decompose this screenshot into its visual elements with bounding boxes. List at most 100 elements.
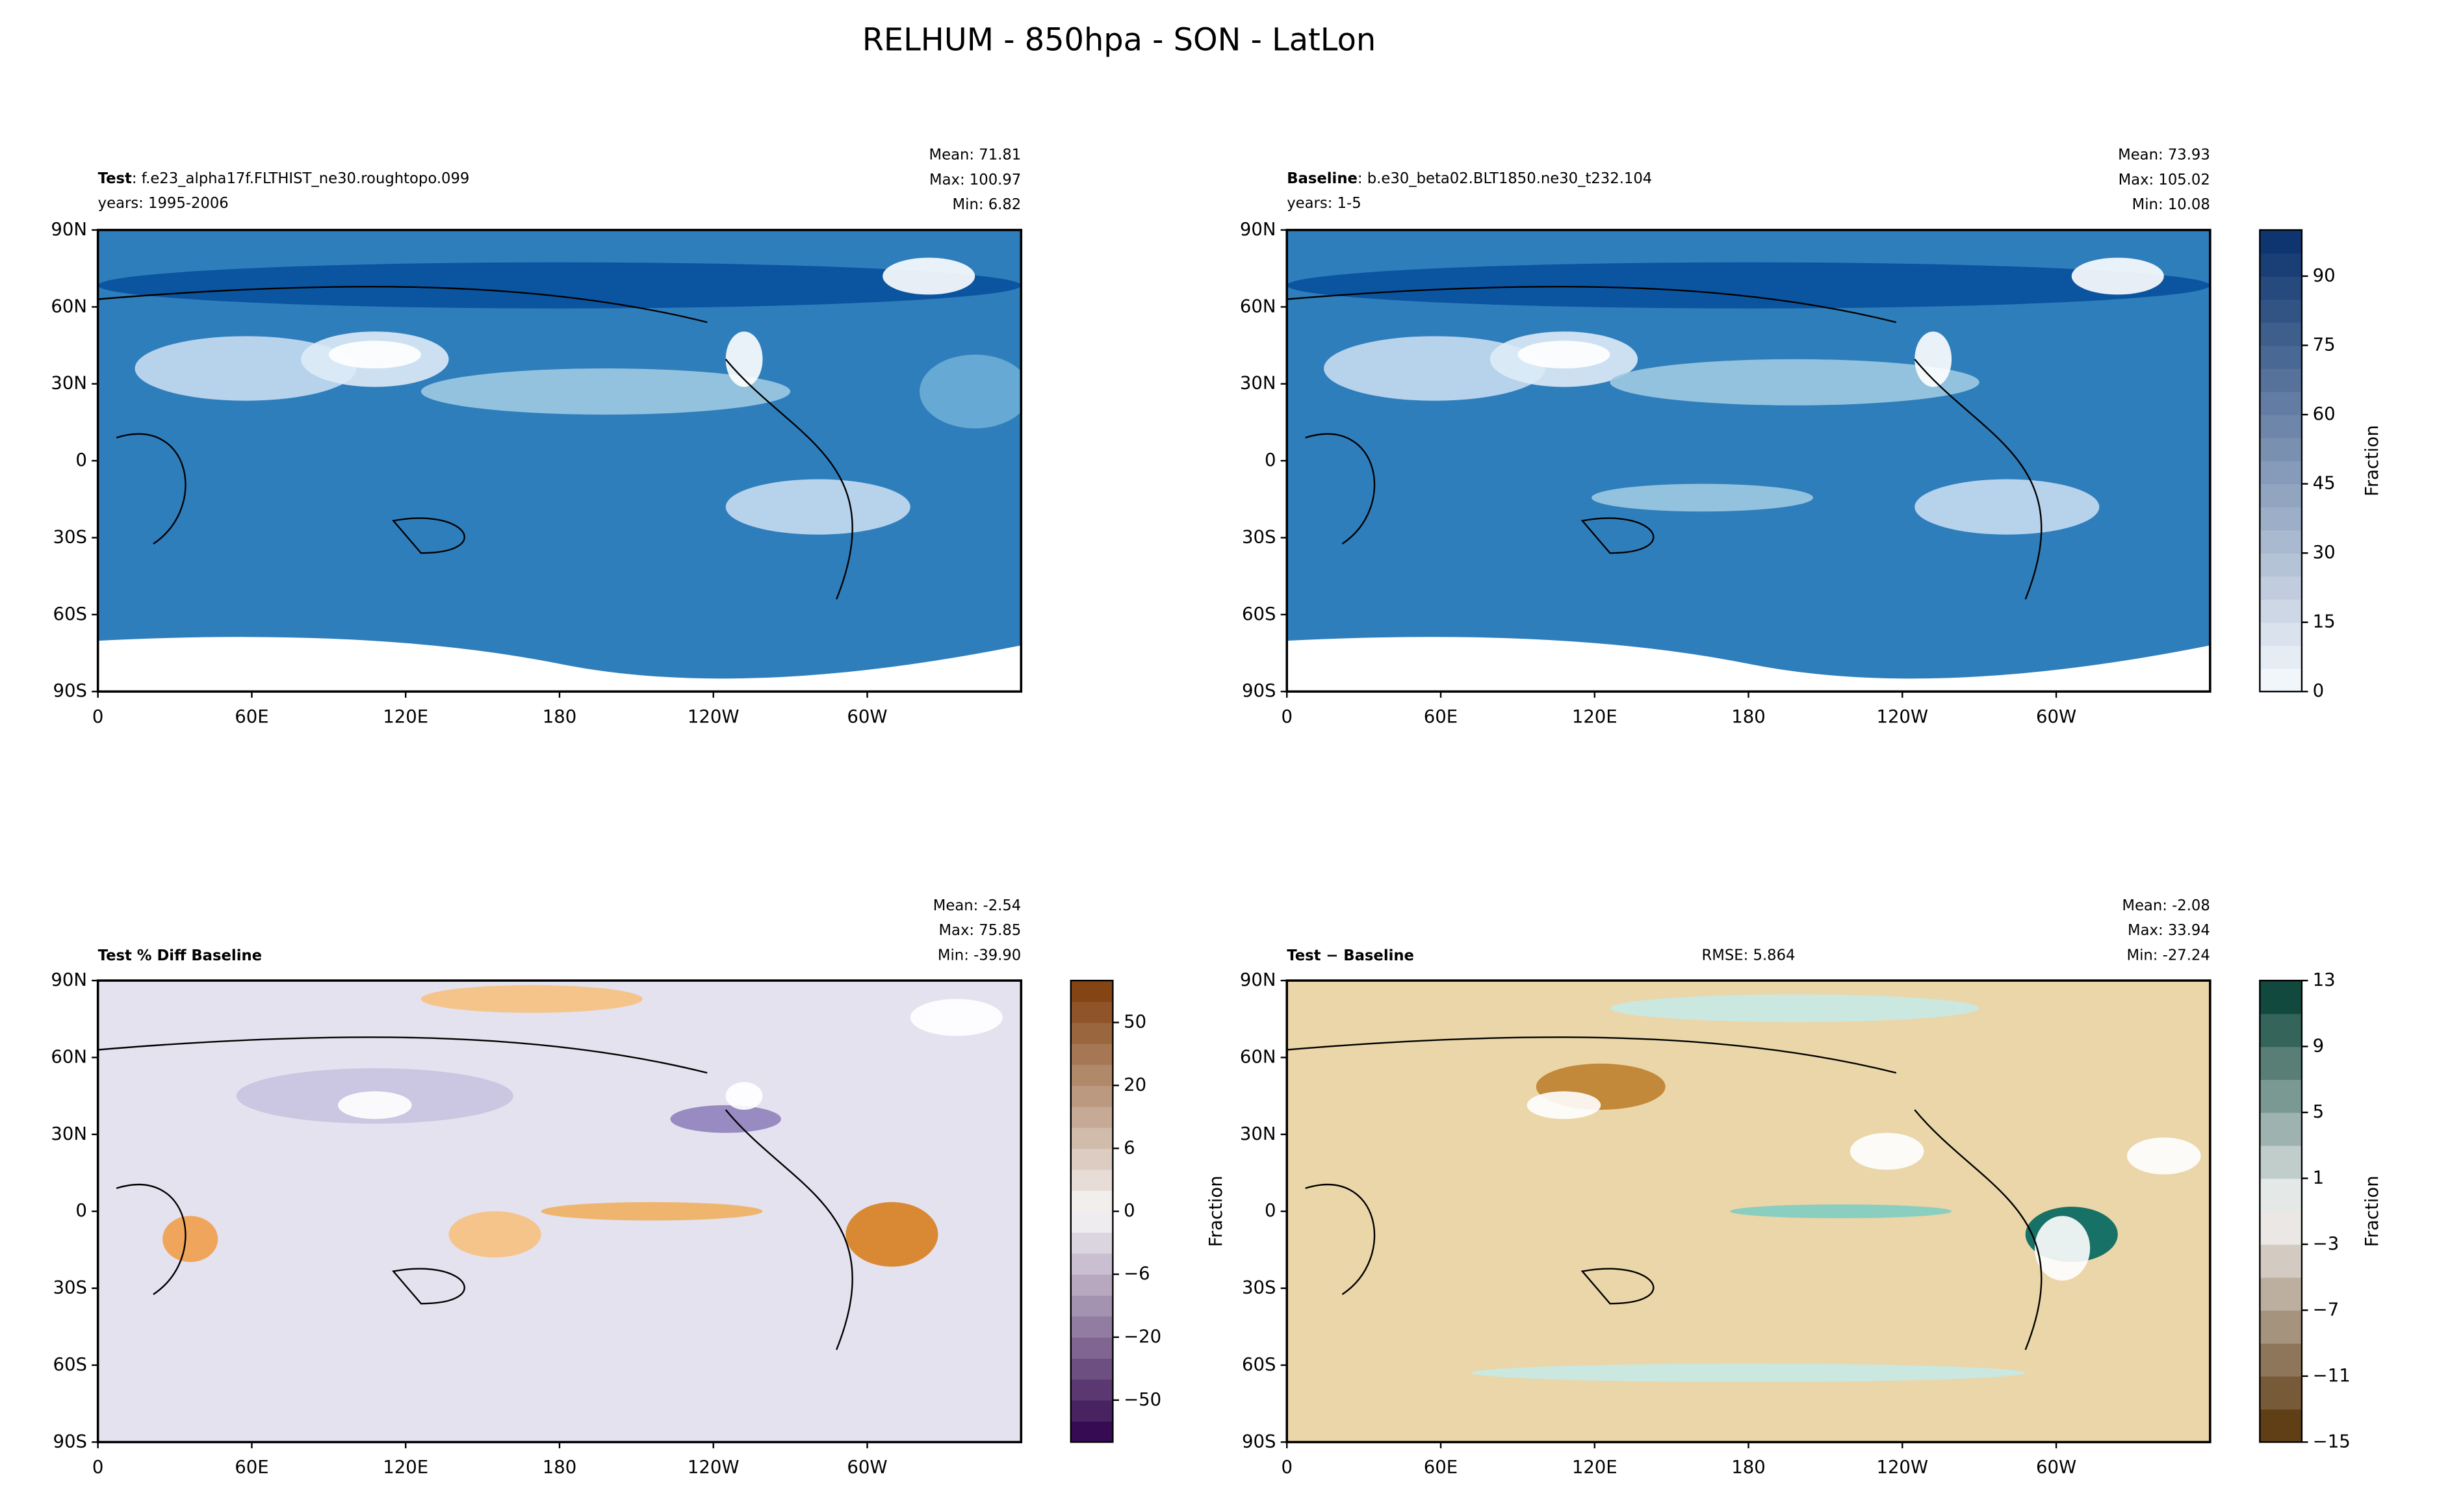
x-tick-label: 180 — [543, 706, 577, 727]
coastline — [1287, 1036, 2043, 1350]
field-region — [1610, 994, 1979, 1023]
panel-stat: Min: -27.24 — [2126, 947, 2210, 964]
panel-title-name: : f.e23_alpha17f.FLTHIST_ne30.roughtopo.… — [132, 170, 469, 187]
colorbar-band — [1070, 1232, 1113, 1254]
y-tick-label: 0 — [1265, 450, 1276, 470]
colorbar-band — [2260, 391, 2302, 415]
colorbar-band — [2260, 483, 2302, 507]
colorbar-band — [2260, 461, 2302, 485]
colorbar-band — [2260, 322, 2302, 346]
colorbar-band — [2260, 1277, 2302, 1311]
colorbar-label: Fraction — [2362, 1175, 2382, 1247]
coastline — [1287, 285, 2043, 600]
colorbar-band — [1070, 1148, 1113, 1170]
x-tick-label: 120W — [688, 1457, 740, 1478]
panel-title-bold: Test − Baseline — [1287, 947, 1414, 964]
x-tick-label: 180 — [543, 1457, 577, 1478]
colorbar-band — [2260, 1343, 2302, 1377]
x-tick-label: 60W — [2036, 1457, 2076, 1478]
panel-stat: Min: 6.82 — [953, 196, 1022, 213]
colorbar-band — [1070, 1400, 1113, 1422]
colorbar-band — [2260, 229, 2302, 254]
colorbar-band — [2260, 507, 2302, 531]
x-tick-label: 60E — [235, 706, 268, 727]
colorbar-tick-label: 0 — [2313, 680, 2325, 701]
field-region — [1592, 483, 1813, 512]
colorbar-band — [1070, 1169, 1113, 1191]
colorbar-band — [1070, 1421, 1113, 1443]
colorbar-band — [2260, 980, 2302, 1014]
colorbar-band — [2260, 1244, 2302, 1278]
field-region — [1730, 1204, 1952, 1218]
colorbar-band — [2260, 253, 2302, 277]
colorbar-tick-label: 90 — [2313, 265, 2336, 286]
map-panel: 0 60E 120E 180 120W 60W 90S 60S 30S 0 30N 60N 90N Tes… — [51, 147, 1023, 727]
panel-title: Test − Baseline — [1287, 947, 1414, 964]
colorbar-band — [1070, 1295, 1113, 1317]
x-tick-label: 0 — [1281, 1457, 1293, 1478]
field-region — [2071, 257, 2164, 295]
y-tick-label: 30N — [51, 1123, 87, 1144]
colorbar-band — [1070, 980, 1113, 1003]
panel-title-bold: Baseline — [1287, 170, 1358, 187]
panel-title: Test % Diff Baseline — [98, 947, 262, 964]
colorbar-band — [1070, 1085, 1113, 1107]
field-region — [420, 368, 791, 415]
y-tick-label: 60N — [51, 1046, 87, 1067]
y-tick-label: 30N — [1240, 373, 1276, 394]
colorbar-tick-label: −6 — [1124, 1263, 1150, 1284]
colorbar-band — [1070, 1211, 1113, 1233]
colorbar-band — [1070, 1127, 1113, 1149]
field-region — [910, 999, 1003, 1036]
y-tick-label: 90S — [1242, 1431, 1276, 1452]
colorbar-tick-label: 45 — [2313, 473, 2336, 494]
colorbar-band — [1070, 1274, 1113, 1296]
y-tick-label: 30S — [53, 526, 86, 547]
field-region — [2126, 1137, 2201, 1175]
colorbar-band — [2260, 1211, 2302, 1245]
y-tick-label: 0 — [75, 450, 86, 470]
colorbar-band — [1070, 1358, 1113, 1380]
y-tick-label: 90N — [1240, 219, 1276, 240]
field-region — [135, 336, 357, 401]
y-tick-label: 60N — [1240, 1046, 1276, 1067]
panel-title: Test: f.e23_alpha17f.FLTHIST_ne30.rought… — [98, 170, 470, 187]
y-tick-label: 30S — [1242, 1277, 1276, 1298]
y-tick-label: 30S — [53, 1277, 86, 1298]
map-panel: 0 60E 120E 180 120W 60W 90S 60S 30S 0 30N 60N 90N Bas… — [1240, 147, 2382, 727]
colorbar-frame — [2259, 229, 2303, 693]
colorbar-band — [2260, 530, 2302, 554]
field-region — [1850, 1133, 1924, 1170]
colorbar-tick-label: −50 — [1124, 1389, 1161, 1410]
field-region — [1915, 479, 2100, 535]
x-tick-label: 60E — [1424, 1457, 1458, 1478]
colorbar-band — [2260, 599, 2302, 623]
y-tick-label: 90S — [53, 680, 86, 701]
y-tick-label: 0 — [1265, 1200, 1276, 1221]
colorbar-band — [1070, 1190, 1113, 1212]
field-region — [1517, 340, 1610, 369]
field-region — [328, 340, 421, 369]
coastline — [97, 1036, 853, 1350]
colorbar-band — [1070, 1106, 1113, 1128]
panel-subtitle: years: 1995-2006 — [98, 195, 229, 212]
map-panel: 0 60E 120E 180 120W 60W 90S 60S 30S 0 30N 60N 90N Tes… — [51, 897, 1161, 1478]
rmse-annotation: RMSE: 5.864 — [1702, 947, 1796, 964]
field-region — [1287, 262, 2210, 309]
colorbar-tick-label: 0 — [1124, 1200, 1135, 1221]
panel-title-bold: Test % Diff Baseline — [98, 947, 262, 964]
colorbar-band — [2260, 1079, 2302, 1113]
x-tick-label: 120W — [1876, 1457, 1928, 1478]
panel-title: Baseline: b.e30_beta02.BLT1850.ne30_t232… — [1287, 170, 1652, 187]
field-region — [338, 1091, 412, 1120]
field-region — [541, 1202, 763, 1221]
x-tick-label: 0 — [92, 1457, 104, 1478]
colorbar-tick-label: 9 — [2313, 1036, 2325, 1057]
y-tick-label: 60S — [1242, 1354, 1276, 1375]
colorbar-tick-label: 50 — [1124, 1012, 1146, 1032]
x-tick-label: 120E — [1572, 706, 1618, 727]
colorbar-band — [2260, 345, 2302, 369]
colorbar-tick-label: 30 — [2313, 542, 2336, 563]
colorbar-tick-label: 5 — [2313, 1101, 2325, 1122]
panel-stat: Min: -39.90 — [938, 947, 1021, 964]
